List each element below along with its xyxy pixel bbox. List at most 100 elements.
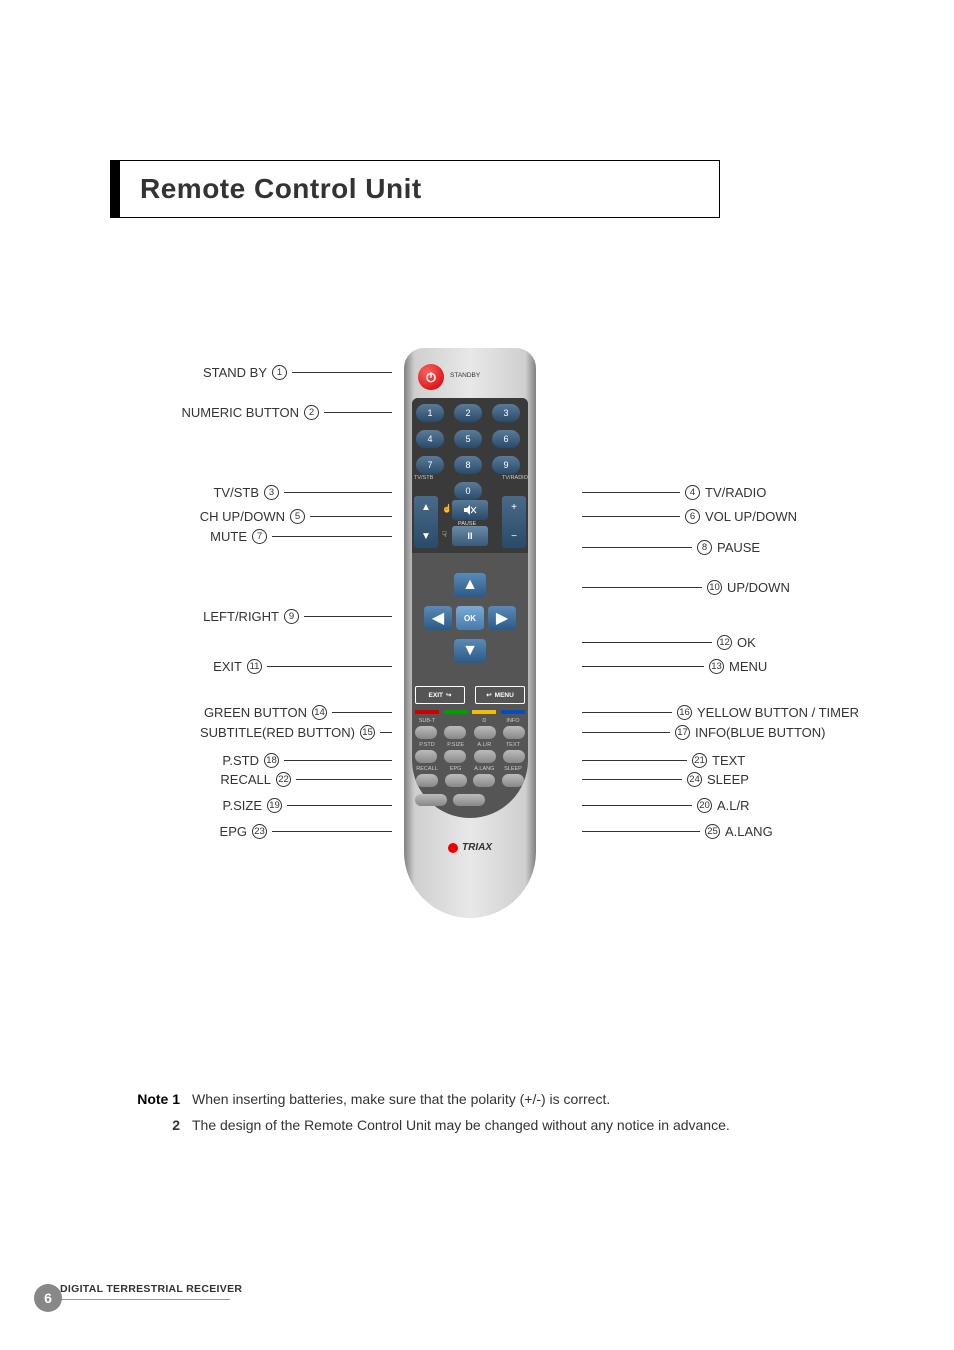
text-button[interactable] — [503, 750, 525, 763]
callout-line — [582, 805, 692, 806]
note-1-text: When inserting batteries, make sure that… — [192, 1088, 610, 1112]
callout-6: 6VOL UP/DOWN — [582, 509, 797, 524]
callout-21: 21 TEXT — [582, 753, 745, 768]
blue-strip — [501, 710, 525, 714]
yellow-strip — [472, 710, 496, 714]
red-button[interactable] — [415, 726, 437, 739]
callout-20: 20A.L/R — [582, 798, 750, 813]
callout-number: 3 — [264, 485, 279, 500]
callout-number: 15 — [360, 725, 375, 740]
pstd-button[interactable] — [415, 750, 437, 763]
num-9[interactable]: 9 — [492, 456, 520, 474]
callout-line — [582, 547, 692, 548]
footer-text: DIGITAL TERRESTRIAL RECEIVER — [60, 1283, 242, 1300]
num-6[interactable]: 6 — [492, 430, 520, 448]
callout-line — [582, 760, 687, 761]
logo-dot-icon — [448, 843, 458, 853]
callout-text: NUMERIC BUTTON — [182, 405, 299, 420]
standby-label: STANDBY — [450, 372, 480, 379]
callout-text: EXIT — [213, 659, 242, 674]
dpad-up[interactable]: ▲ — [454, 573, 486, 597]
dpad: ▲ ▼ ◀ ▶ OK — [424, 573, 516, 663]
alr-button[interactable] — [474, 750, 496, 763]
callout-number: 5 — [290, 509, 305, 524]
red-strip — [415, 710, 439, 714]
callout-24: 24SLEEP — [582, 772, 749, 787]
pause-button[interactable]: II — [452, 526, 488, 546]
callout-text: TEXT — [712, 753, 745, 768]
note-2-text: The design of the Remote Control Unit ma… — [192, 1114, 730, 1138]
callout-number: 20 — [697, 798, 712, 813]
info-label: INFO — [501, 718, 525, 725]
long-oval-2[interactable] — [453, 794, 485, 806]
callout-text: MUTE — [210, 529, 247, 544]
sleep-button[interactable] — [502, 774, 524, 787]
callout-line — [284, 492, 392, 493]
down-arrow-icon: ▼ — [421, 531, 431, 542]
yellow-button[interactable] — [474, 726, 496, 739]
page-title: Remote Control Unit — [140, 173, 699, 205]
epg-label: EPG — [450, 766, 462, 772]
epg-button[interactable] — [445, 774, 467, 787]
num-3[interactable]: 3 — [492, 404, 520, 422]
menu-label: MENU — [495, 692, 514, 699]
callout-number: 21 — [692, 753, 707, 768]
num-8[interactable]: 8 — [454, 456, 482, 474]
num-5[interactable]: 5 — [454, 430, 482, 448]
standby-button[interactable] — [418, 364, 444, 390]
callout-number: 25 — [705, 824, 720, 839]
footer-line — [60, 1299, 230, 1300]
callout-text: STAND BY — [203, 365, 267, 380]
exit-button[interactable]: EXIT ↪ — [415, 686, 465, 704]
num-1[interactable]: 1 — [416, 404, 444, 422]
dpad-left[interactable]: ◀ — [424, 606, 452, 630]
num-7[interactable]: 7 — [416, 456, 444, 474]
ch-updown-button[interactable]: ▲ ▼ — [414, 496, 438, 548]
callout-text: RECALL — [220, 772, 271, 787]
callout-number: 14 — [312, 705, 327, 720]
callout-number: 2 — [304, 405, 319, 420]
color-strip-row — [415, 710, 525, 714]
num-2[interactable]: 2 — [454, 404, 482, 422]
blue-button[interactable] — [503, 726, 525, 739]
callout-12: 12OK — [582, 635, 756, 650]
dpad-ok[interactable]: OK — [456, 606, 484, 630]
recall-button[interactable] — [416, 774, 438, 787]
menu-button[interactable]: ↩ MENU — [475, 686, 525, 704]
alang-button[interactable] — [473, 774, 495, 787]
callout-text: INFO(BLUE BUTTON) — [695, 725, 826, 740]
blank1 — [444, 718, 468, 725]
exit-icon: ↪ — [446, 691, 451, 699]
callout-text: P.SIZE — [222, 798, 262, 813]
callout-line — [310, 516, 392, 517]
psize-button[interactable] — [444, 750, 466, 763]
vol-updown-button[interactable]: + − — [502, 496, 526, 548]
exit-menu-row: EXIT ↪ ↩ MENU — [415, 686, 525, 704]
callout-text: TV/STB — [213, 485, 259, 500]
callout-8: 8PAUSE — [582, 540, 760, 555]
row3: RECALL EPG A.LANG SLEEP — [415, 766, 525, 787]
row2-labels: P.STD P.SIZE A.L/R TEXT — [415, 742, 525, 748]
callout-number: 10 — [707, 580, 722, 595]
subt-label: SUB-T — [415, 718, 439, 725]
callout-line — [272, 536, 392, 537]
callout-2: NUMERIC BUTTON 2 — [182, 405, 392, 420]
callout-text: CH UP/DOWN — [200, 509, 285, 524]
alang-label: A.LANG — [474, 766, 494, 772]
callout-number: 19 — [267, 798, 282, 813]
callout-line — [272, 831, 392, 832]
num-4[interactable]: 4 — [416, 430, 444, 448]
callout-number: 6 — [685, 509, 700, 524]
callout-line — [582, 587, 702, 588]
green-button[interactable] — [444, 726, 466, 739]
mute-icon — [463, 504, 477, 516]
psize-label: P.SIZE — [444, 742, 468, 748]
callout-18: P.STD18 — [222, 753, 392, 768]
long-oval-1[interactable] — [415, 794, 447, 806]
callout-text: A.LANG — [725, 824, 773, 839]
timer-icon: ⏲ — [472, 718, 496, 725]
mute-button[interactable] — [452, 500, 488, 520]
callout-text: EPG — [220, 824, 247, 839]
dpad-right[interactable]: ▶ — [488, 606, 516, 630]
dpad-down[interactable]: ▼ — [454, 639, 486, 663]
